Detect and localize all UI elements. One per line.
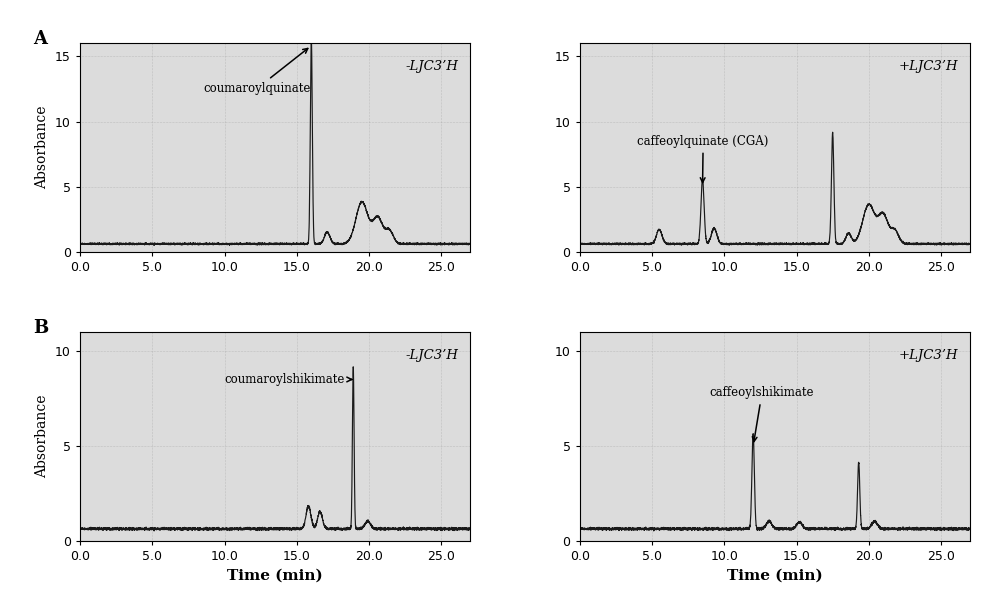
Text: caffeoylshikimate: caffeoylshikimate xyxy=(710,386,814,442)
Text: +LJC3’H: +LJC3’H xyxy=(899,60,958,73)
X-axis label: Time (min): Time (min) xyxy=(227,569,323,583)
Text: caffeoylquinate (CGA): caffeoylquinate (CGA) xyxy=(637,135,769,183)
Text: +LJC3’H: +LJC3’H xyxy=(899,349,958,362)
X-axis label: Time (min): Time (min) xyxy=(727,569,823,583)
Text: coumaroylshikimate: coumaroylshikimate xyxy=(225,373,352,386)
Y-axis label: Absorbance: Absorbance xyxy=(36,106,50,189)
Text: B: B xyxy=(33,319,48,338)
Y-axis label: Absorbance: Absorbance xyxy=(36,395,50,478)
Text: -LJC3’H: -LJC3’H xyxy=(406,349,459,362)
Text: coumaroylquinate: coumaroylquinate xyxy=(203,49,310,95)
Text: -LJC3’H: -LJC3’H xyxy=(406,60,459,73)
Text: A: A xyxy=(33,31,47,49)
